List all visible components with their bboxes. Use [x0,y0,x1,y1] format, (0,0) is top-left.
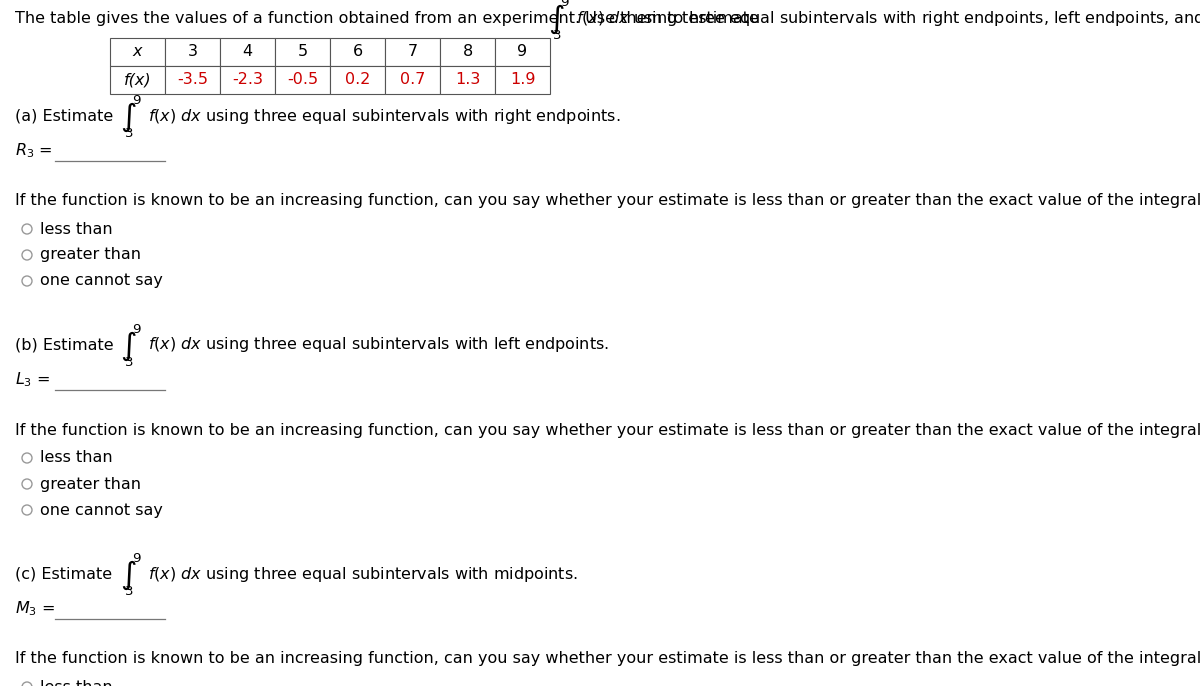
Text: 8: 8 [462,45,473,60]
Bar [330,38,385,66]
Text: 9: 9 [132,94,140,107]
Text: $L_3$ =: $L_3$ = [14,370,50,390]
Text: $\int$: $\int$ [120,100,137,134]
Text: $f(x)\ dx$ using three equal subintervals with right endpoints.: $f(x)\ dx$ using three equal subinterval… [148,106,620,126]
Bar [496,38,550,66]
Text: If the function is known to be an increasing function, can you say whether your : If the function is known to be an increa… [14,652,1200,667]
Bar [110,38,166,66]
Text: f(x): f(x) [124,73,151,88]
Text: less than: less than [40,451,113,466]
Text: 9: 9 [517,45,528,60]
Bar [330,66,385,94]
Text: $f(x)\ dx$ using three equal subintervals with midpoints.: $f(x)\ dx$ using three equal subinterval… [148,565,578,584]
Text: 1.9: 1.9 [510,73,535,88]
Text: x: x [133,45,143,60]
Bar [110,66,166,94]
Text: 3: 3 [125,585,133,598]
Text: $M_3$ =: $M_3$ = [14,600,55,618]
Text: If the function is known to be an increasing function, can you say whether your : If the function is known to be an increa… [14,193,1200,209]
Text: one cannot say: one cannot say [40,274,163,289]
Text: (a) Estimate: (a) Estimate [14,108,113,123]
Text: one cannot say: one cannot say [40,503,163,517]
Text: $f(x)\ dx$ using three equal subintervals with right endpoints, left endpoints, : $f(x)\ dx$ using three equal subinterval… [576,8,1200,27]
Text: 3: 3 [187,45,198,60]
Bar [275,66,330,94]
Bar [166,66,220,94]
Bar [496,66,550,94]
Bar [166,38,220,66]
Text: -2.3: -2.3 [232,73,263,88]
Bar [275,38,330,66]
Text: 7: 7 [408,45,418,60]
Text: 1.3: 1.3 [455,73,480,88]
Text: 5: 5 [298,45,307,60]
Text: less than: less than [40,680,113,686]
Text: The table gives the values of a function obtained from an experiment. Use them t: The table gives the values of a function… [14,10,758,25]
Text: 3: 3 [125,127,133,140]
Text: -3.5: -3.5 [178,73,208,88]
Bar [440,38,496,66]
Bar [440,66,496,94]
Text: greater than: greater than [40,477,142,491]
Text: 3: 3 [553,29,562,42]
Text: -0.5: -0.5 [287,73,318,88]
Text: 3: 3 [125,356,133,369]
Text: less than: less than [40,222,113,237]
Text: 9: 9 [132,552,140,565]
Text: $\int$: $\int$ [120,558,137,591]
Text: If the function is known to be an increasing function, can you say whether your : If the function is known to be an increa… [14,423,1200,438]
Text: $\int$: $\int$ [548,2,565,36]
Text: 9: 9 [560,0,569,9]
Bar [220,66,275,94]
Text: 9: 9 [132,323,140,336]
Text: 6: 6 [353,45,362,60]
Text: $\int$: $\int$ [120,329,137,363]
Bar [385,66,440,94]
Text: 4: 4 [242,45,252,60]
Bar [220,38,275,66]
Text: (b) Estimate: (b) Estimate [14,338,114,353]
Text: 0.2: 0.2 [344,73,370,88]
Text: (c) Estimate: (c) Estimate [14,567,112,582]
Text: 0.7: 0.7 [400,73,425,88]
Text: greater than: greater than [40,248,142,263]
Bar [385,38,440,66]
Text: $f(x)\ dx$ using three equal subintervals with left endpoints.: $f(x)\ dx$ using three equal subinterval… [148,335,610,355]
Text: $R_3$ =: $R_3$ = [14,141,53,161]
